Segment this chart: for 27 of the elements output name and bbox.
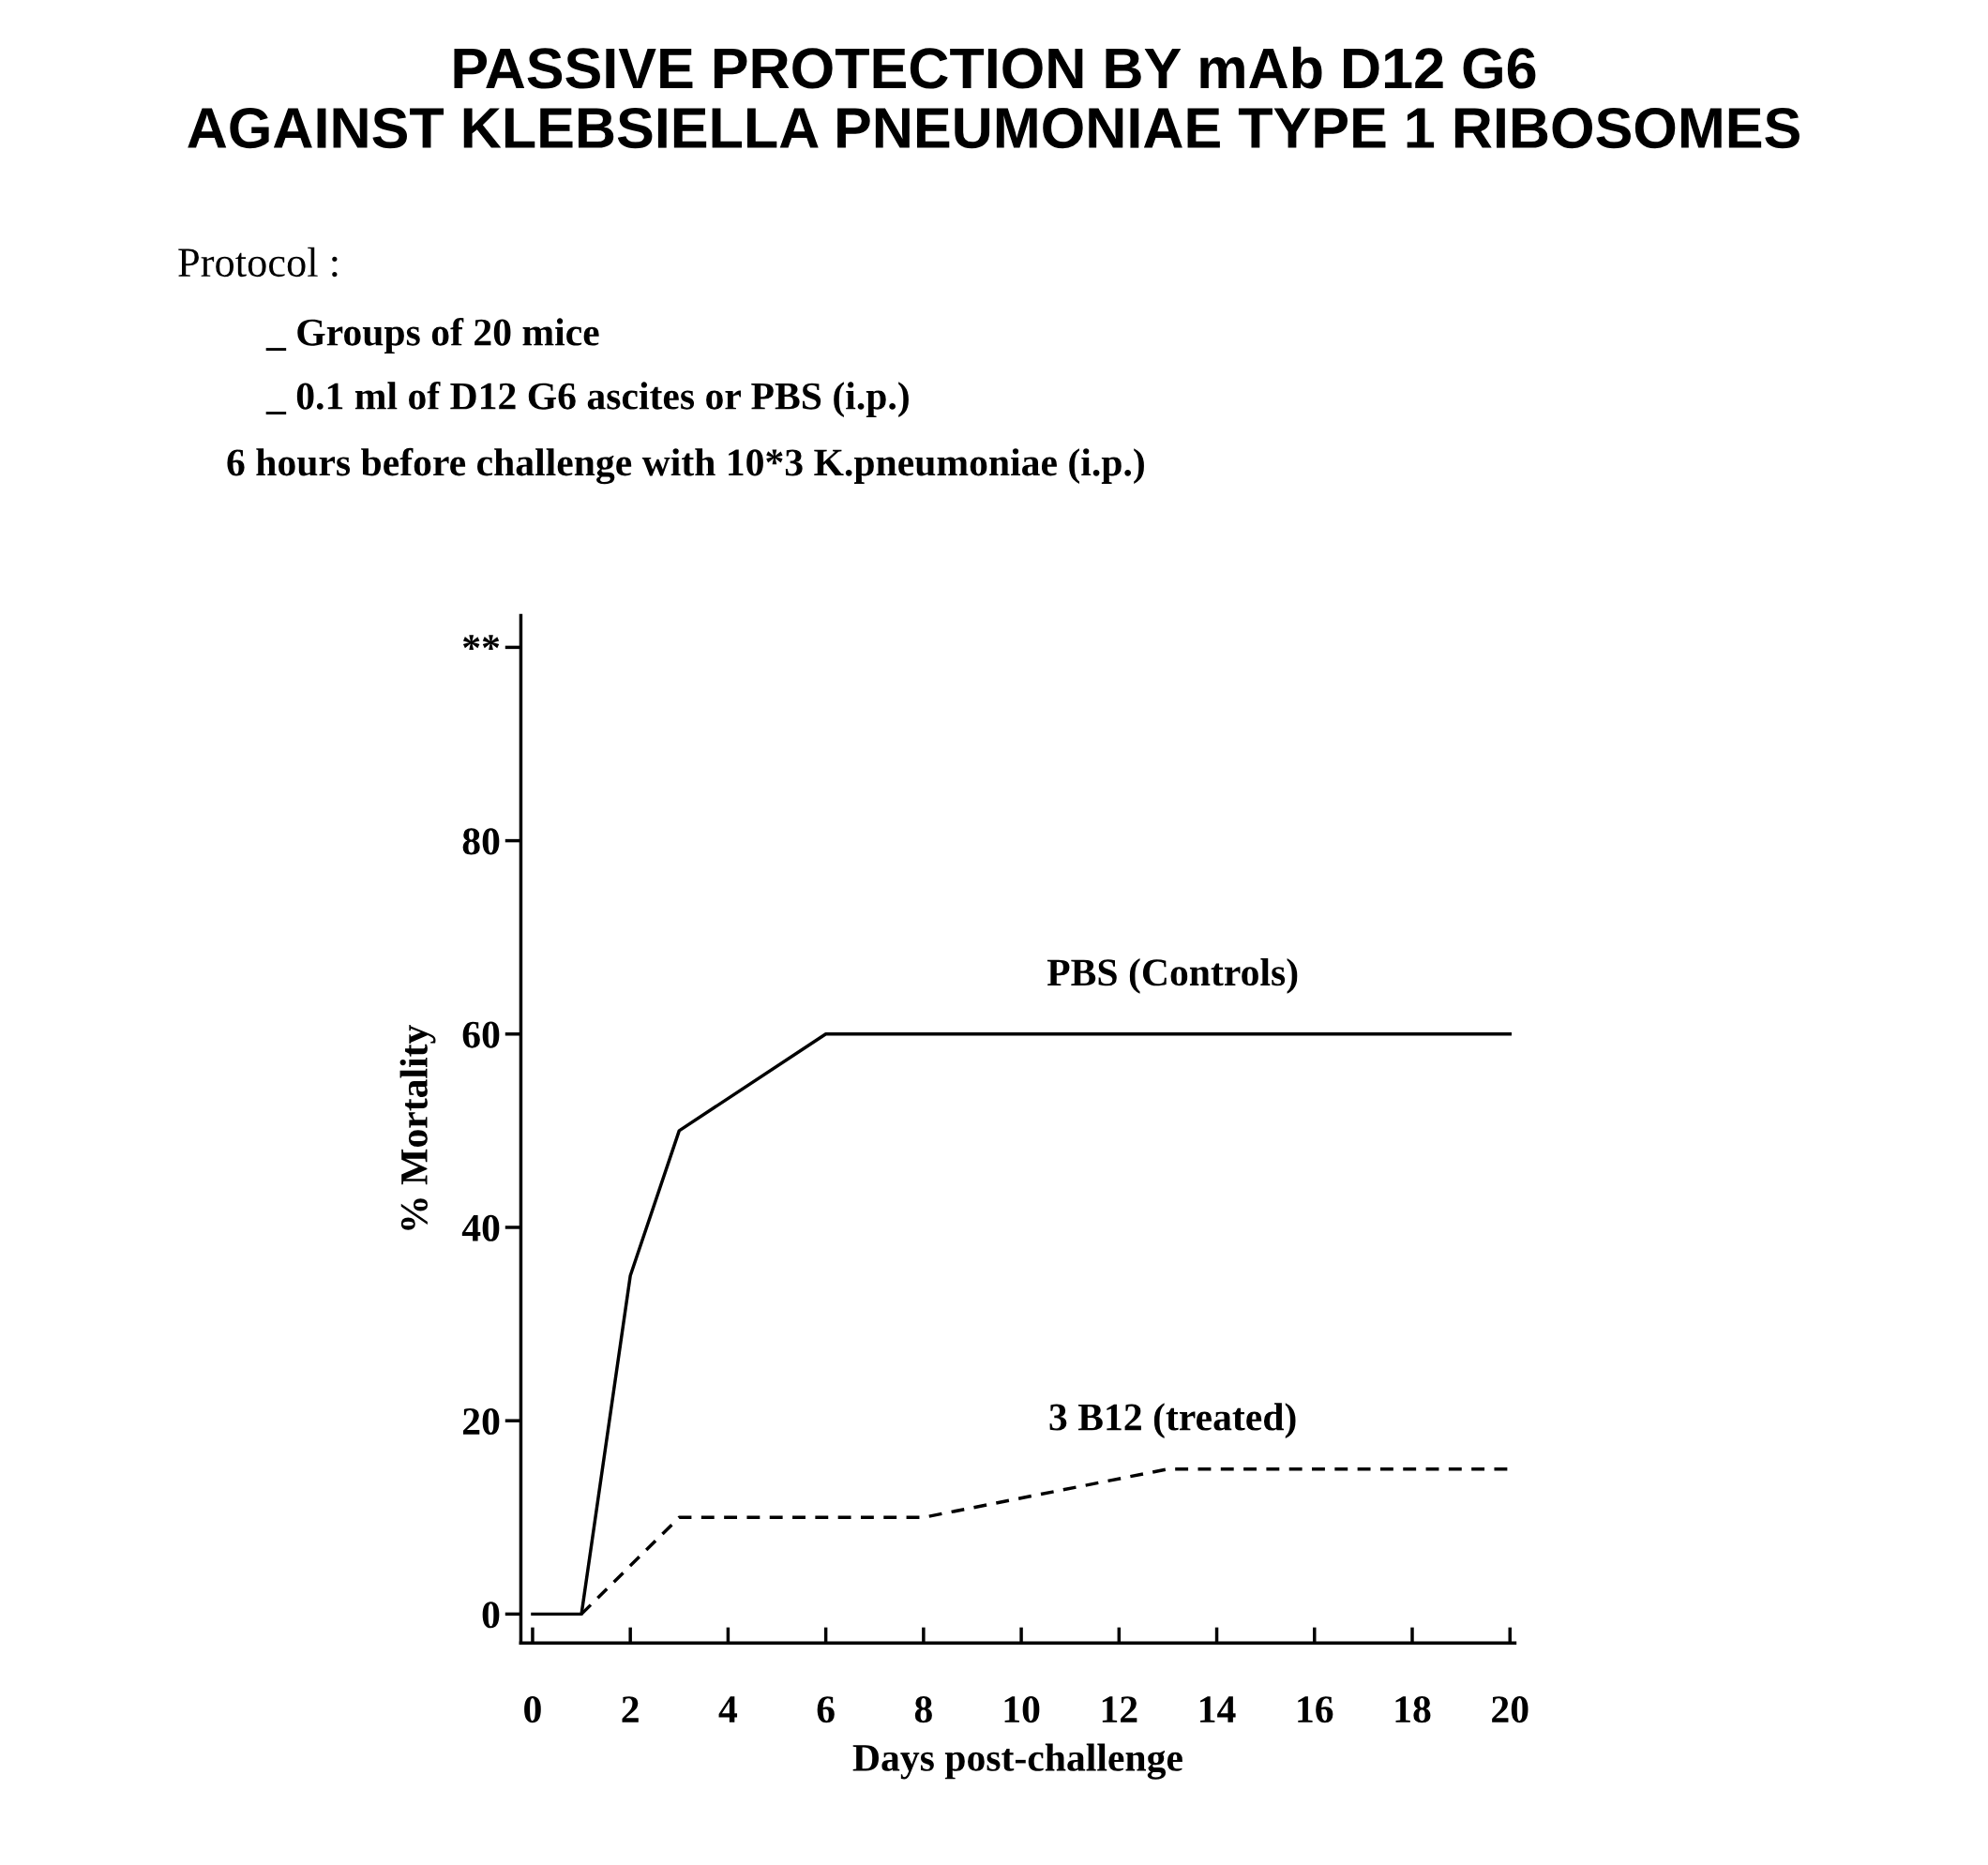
- line-series: [531, 1032, 1512, 1617]
- x-tick-label: 4: [718, 1696, 738, 1722]
- chart-title: PASSIVE PROTECTION BY mAb D12 G6 AGAINST KLEBSIELLA PNEUMONIAE TYPE 1 RIBOSOMES: [188, 46, 1800, 149]
- y-tick-label: 40: [461, 1214, 500, 1241]
- y-tick-label: 80: [462, 828, 500, 855]
- text: _ Groups of 20 mice: [265, 317, 599, 354]
- x-tick-label: 18: [1395, 1696, 1431, 1723]
- text: _ 0.1 ml of D12 G6 ascites or PBS (i.p.): [265, 381, 909, 418]
- chart-subtitle: Protocol :: [178, 247, 338, 278]
- x-axis-title: Days post-challenge: [852, 1743, 1182, 1780]
- x-tick-label: 16: [1298, 1696, 1333, 1723]
- y-tick-label: **: [462, 635, 500, 651]
- x-tick-label: 10: [1004, 1696, 1040, 1723]
- y-tick-label: 0: [482, 1602, 500, 1629]
- series-label: 3 B12 (treated): [1049, 1403, 1296, 1439]
- x-tick-label: 6: [817, 1696, 835, 1723]
- y-tick-label: 60: [462, 1021, 500, 1048]
- text: 6 hours before challenge with 10*3 K.pneumoniae (i.p.): [227, 447, 1144, 485]
- series-label: PBS (Controls): [1047, 958, 1298, 994]
- x-tick-label: 2: [622, 1696, 639, 1722]
- x-tick-label: 20: [1492, 1696, 1529, 1723]
- y-axis-title: % Mortality: [399, 1025, 436, 1230]
- y-tick-label: 20: [463, 1407, 500, 1436]
- x-tick-label: 0: [524, 1696, 541, 1723]
- x-tick-label: 12: [1102, 1696, 1137, 1722]
- x-tick-label: 8: [914, 1696, 932, 1723]
- x-tick-label: 14: [1200, 1696, 1236, 1722]
